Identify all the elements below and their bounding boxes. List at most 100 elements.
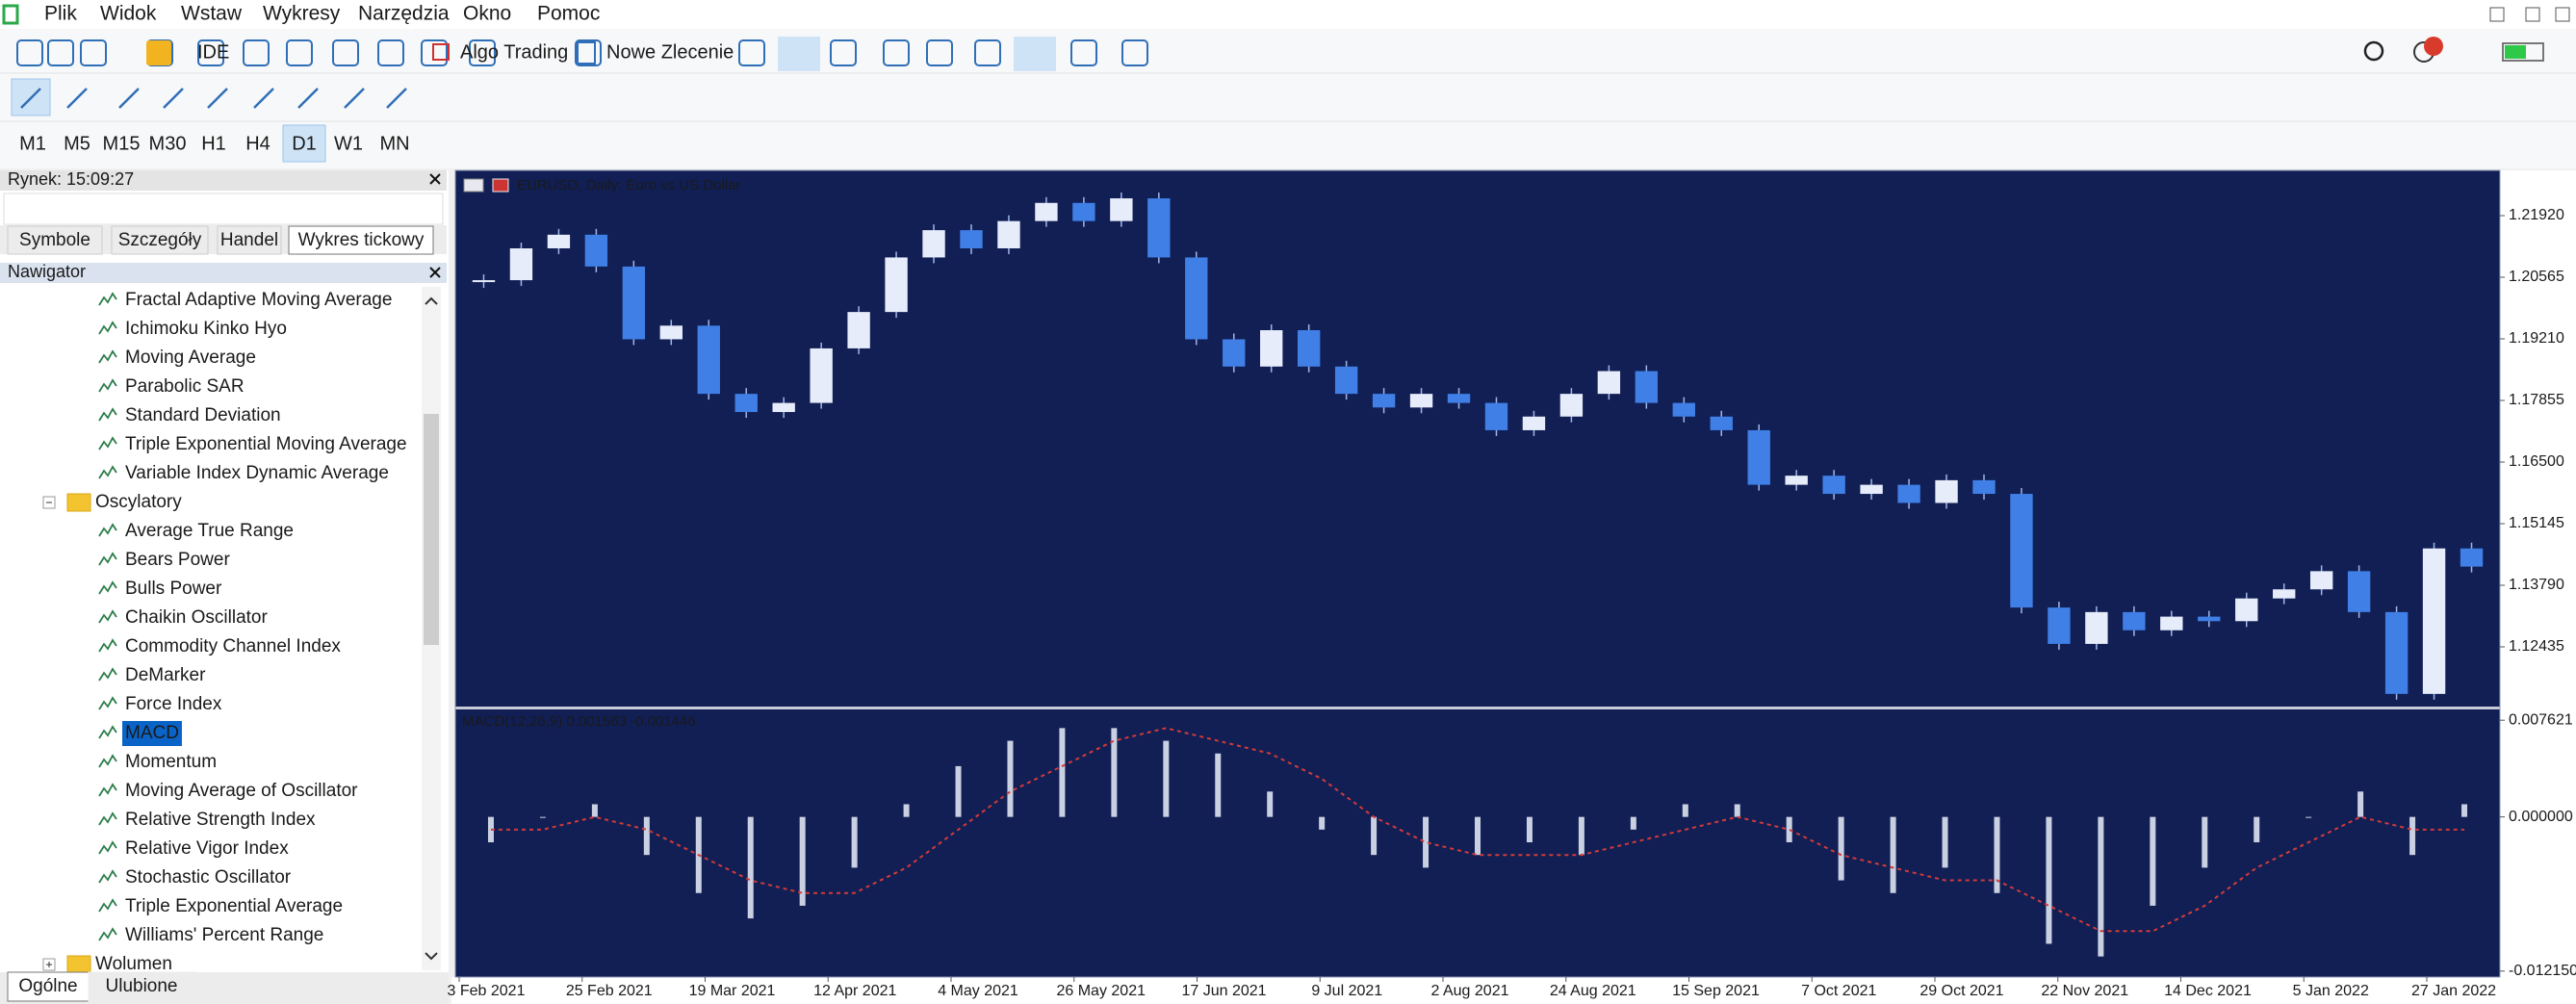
navigator-item[interactable]: Bears Power bbox=[125, 550, 230, 570]
navigator-item[interactable]: Stochastic Oscillator bbox=[125, 867, 292, 888]
navigator-item[interactable]: Triple Exponential Moving Average bbox=[125, 434, 407, 454]
toolbar-button[interactable] bbox=[830, 39, 857, 66]
drawing-tool[interactable] bbox=[118, 88, 140, 109]
market-watch-tab-label[interactable]: Handel bbox=[220, 230, 278, 250]
navigator-item[interactable]: Force Index bbox=[125, 694, 222, 714]
navigator-item[interactable]: Relative Vigor Index bbox=[125, 838, 289, 859]
toolbar-button[interactable] bbox=[926, 39, 953, 66]
toolbar-button[interactable] bbox=[146, 40, 171, 65]
navigator-item[interactable]: DeMarker bbox=[125, 665, 206, 685]
timeframe-button[interactable]: MN bbox=[379, 133, 409, 154]
selected-toolbar-button bbox=[1014, 37, 1056, 71]
menu-item[interactable]: Plik bbox=[44, 3, 77, 25]
timeframe-button[interactable]: M15 bbox=[103, 133, 141, 154]
timeframe-button[interactable]: H1 bbox=[201, 133, 226, 154]
navigator-item[interactable]: Parabolic SAR bbox=[125, 376, 245, 397]
navigator-item[interactable]: Standard Deviation bbox=[125, 405, 281, 425]
toolbar-button[interactable] bbox=[738, 39, 765, 66]
market-watch-tab-label[interactable]: Wykres tickowy bbox=[298, 230, 425, 250]
navigator-item[interactable]: Relative Strength Index bbox=[125, 810, 316, 830]
navigator-item[interactable]: Moving Average of Oscillator bbox=[125, 781, 358, 801]
timeframe-button[interactable]: H4 bbox=[245, 133, 270, 154]
scroll-up[interactable] bbox=[425, 296, 438, 305]
macd-bar bbox=[799, 816, 806, 906]
navigator-item[interactable]: Ichimoku Kinko Hyo bbox=[125, 319, 287, 339]
drawing-tool[interactable] bbox=[297, 88, 319, 109]
new-order-button[interactable]: Nowe Zlecenie bbox=[606, 41, 734, 63]
drawing-tool[interactable] bbox=[20, 88, 41, 109]
navigator-tab[interactable] bbox=[88, 971, 195, 1002]
navigator-item[interactable]: Fractal Adaptive Moving Average bbox=[125, 290, 392, 310]
timeframe-button[interactable]: M30 bbox=[149, 133, 187, 154]
window-min-button[interactable] bbox=[2489, 7, 2505, 22]
market-watch-tab[interactable] bbox=[288, 225, 434, 255]
navigator-item[interactable]: Commodity Channel Index bbox=[125, 636, 341, 656]
algo-trading-button[interactable]: Algo Trading bbox=[460, 41, 568, 63]
toolbar-button[interactable] bbox=[1070, 39, 1097, 66]
drawing-tool[interactable] bbox=[163, 88, 184, 109]
timeframe-button[interactable]: W1 bbox=[334, 133, 363, 154]
drawing-tool[interactable] bbox=[253, 88, 274, 109]
market-watch-tab-label[interactable]: Symbole bbox=[19, 230, 90, 250]
indicator-icon bbox=[98, 783, 117, 797]
toolbar-button[interactable] bbox=[974, 39, 1001, 66]
menu-item[interactable]: Widok bbox=[100, 3, 157, 25]
toolbar-button[interactable] bbox=[332, 39, 359, 66]
navigator-item[interactable]: Bulls Power bbox=[125, 579, 222, 599]
close-button[interactable] bbox=[429, 173, 441, 185]
market-watch-tab-label[interactable]: Szczegóły bbox=[118, 230, 202, 250]
search-box[interactable] bbox=[3, 193, 444, 225]
navigator-folder[interactable]: Wolumen bbox=[95, 954, 172, 974]
toolbar-button[interactable] bbox=[1121, 39, 1148, 66]
drawing-tool[interactable] bbox=[207, 88, 228, 109]
navigator-folder[interactable]: Oscylatory bbox=[95, 492, 182, 512]
navigator-item[interactable]: Moving Average bbox=[125, 348, 256, 368]
search-button[interactable] bbox=[2363, 40, 2384, 62]
menu-item[interactable]: Wstaw bbox=[181, 3, 243, 25]
ide-button[interactable]: IDE bbox=[197, 41, 229, 63]
scrollbar-thumb[interactable] bbox=[424, 414, 439, 645]
menu-item[interactable]: Wykresy bbox=[263, 3, 341, 25]
window-max-button[interactable] bbox=[2525, 7, 2540, 22]
menu-item[interactable]: Pomoc bbox=[537, 3, 600, 25]
navigator-item[interactable]: Triple Exponential Average bbox=[125, 896, 343, 916]
drawing-tool[interactable] bbox=[386, 88, 407, 109]
toolbar-button[interactable] bbox=[377, 39, 404, 66]
toolbar-button[interactable] bbox=[421, 39, 448, 66]
menu-item[interactable]: Okno bbox=[463, 3, 511, 25]
toolbar-button[interactable] bbox=[469, 39, 496, 66]
navigator-header bbox=[0, 263, 447, 283]
market-watch-tab[interactable] bbox=[111, 225, 209, 255]
indicator-icon bbox=[98, 754, 117, 768]
toolbar-button[interactable] bbox=[286, 39, 313, 66]
navigator-tab-label[interactable]: Ulubione bbox=[106, 976, 178, 996]
navigator-item[interactable]: Chaikin Oscillator bbox=[125, 607, 268, 628]
navigator-item[interactable]: Average True Range bbox=[125, 521, 294, 541]
toolbar-button[interactable] bbox=[575, 39, 602, 66]
timeframe-button[interactable]: D1 bbox=[292, 133, 317, 154]
menu-item[interactable]: Narzędzia bbox=[358, 3, 450, 25]
scroll-down[interactable] bbox=[425, 952, 438, 961]
navigator-item[interactable]: Momentum bbox=[125, 752, 217, 772]
toolbar-button[interactable] bbox=[883, 39, 910, 66]
market-watch-tab[interactable] bbox=[217, 225, 282, 255]
candle bbox=[1522, 416, 1546, 430]
navigator-item[interactable]: Variable Index Dynamic Average bbox=[125, 463, 389, 483]
toolbar-button[interactable] bbox=[47, 39, 74, 66]
toolbar-button[interactable] bbox=[80, 39, 107, 66]
close-button[interactable] bbox=[429, 267, 441, 278]
market-watch-tab[interactable] bbox=[7, 225, 103, 255]
window-close-button[interactable] bbox=[2555, 7, 2570, 22]
navigator-item[interactable]: MACD bbox=[125, 723, 179, 743]
timeframe-button[interactable]: M5 bbox=[64, 133, 90, 154]
candle bbox=[1035, 202, 1058, 221]
drawing-tool[interactable] bbox=[344, 88, 365, 109]
navigator-tab-label[interactable]: Ogólne bbox=[18, 976, 77, 996]
timeframe-button[interactable]: M1 bbox=[19, 133, 46, 154]
drawing-tool[interactable] bbox=[66, 88, 88, 109]
toolbar-button[interactable] bbox=[16, 39, 43, 66]
toolbar-button[interactable] bbox=[243, 39, 270, 66]
navigator-item[interactable]: Williams' Percent Range bbox=[125, 925, 323, 945]
toolbar-button[interactable] bbox=[197, 39, 224, 66]
chart-symbol-title: EURUSD, Daily: Euro vs US Dollar bbox=[517, 177, 741, 193]
